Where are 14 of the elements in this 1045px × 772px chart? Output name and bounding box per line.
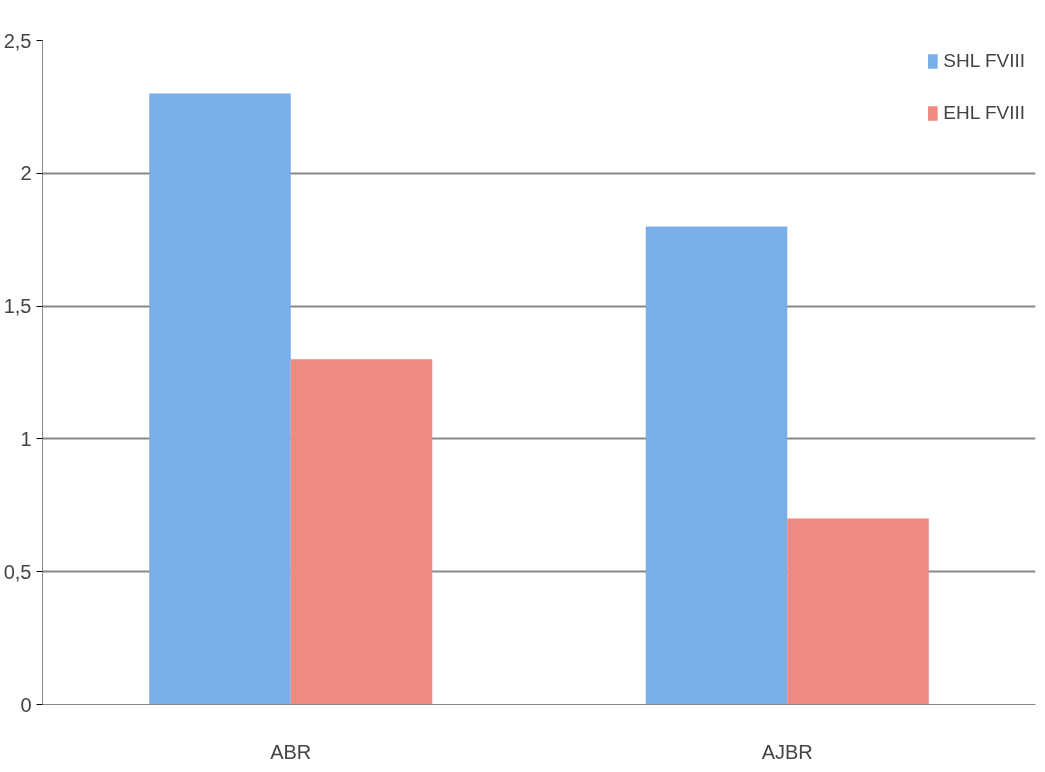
x-tick-label: AJBR: [761, 740, 813, 763]
y-tick-label: 2,5: [3, 29, 32, 52]
y-tick-label: 1: [20, 427, 32, 450]
y-tick-label: 1,5: [3, 295, 32, 318]
bar: [645, 226, 788, 705]
y-tick-label: 0: [20, 693, 32, 716]
y-tick-label: 0,5: [3, 560, 32, 583]
x-tick-label: ABR: [270, 740, 312, 763]
legend-label: EHL FVIII: [943, 102, 1025, 124]
y-tick-label: 2: [20, 162, 32, 185]
legend-label: SHL FVIII: [943, 50, 1025, 72]
bar: [149, 93, 291, 705]
bar: [787, 518, 929, 705]
bar: [290, 359, 433, 705]
